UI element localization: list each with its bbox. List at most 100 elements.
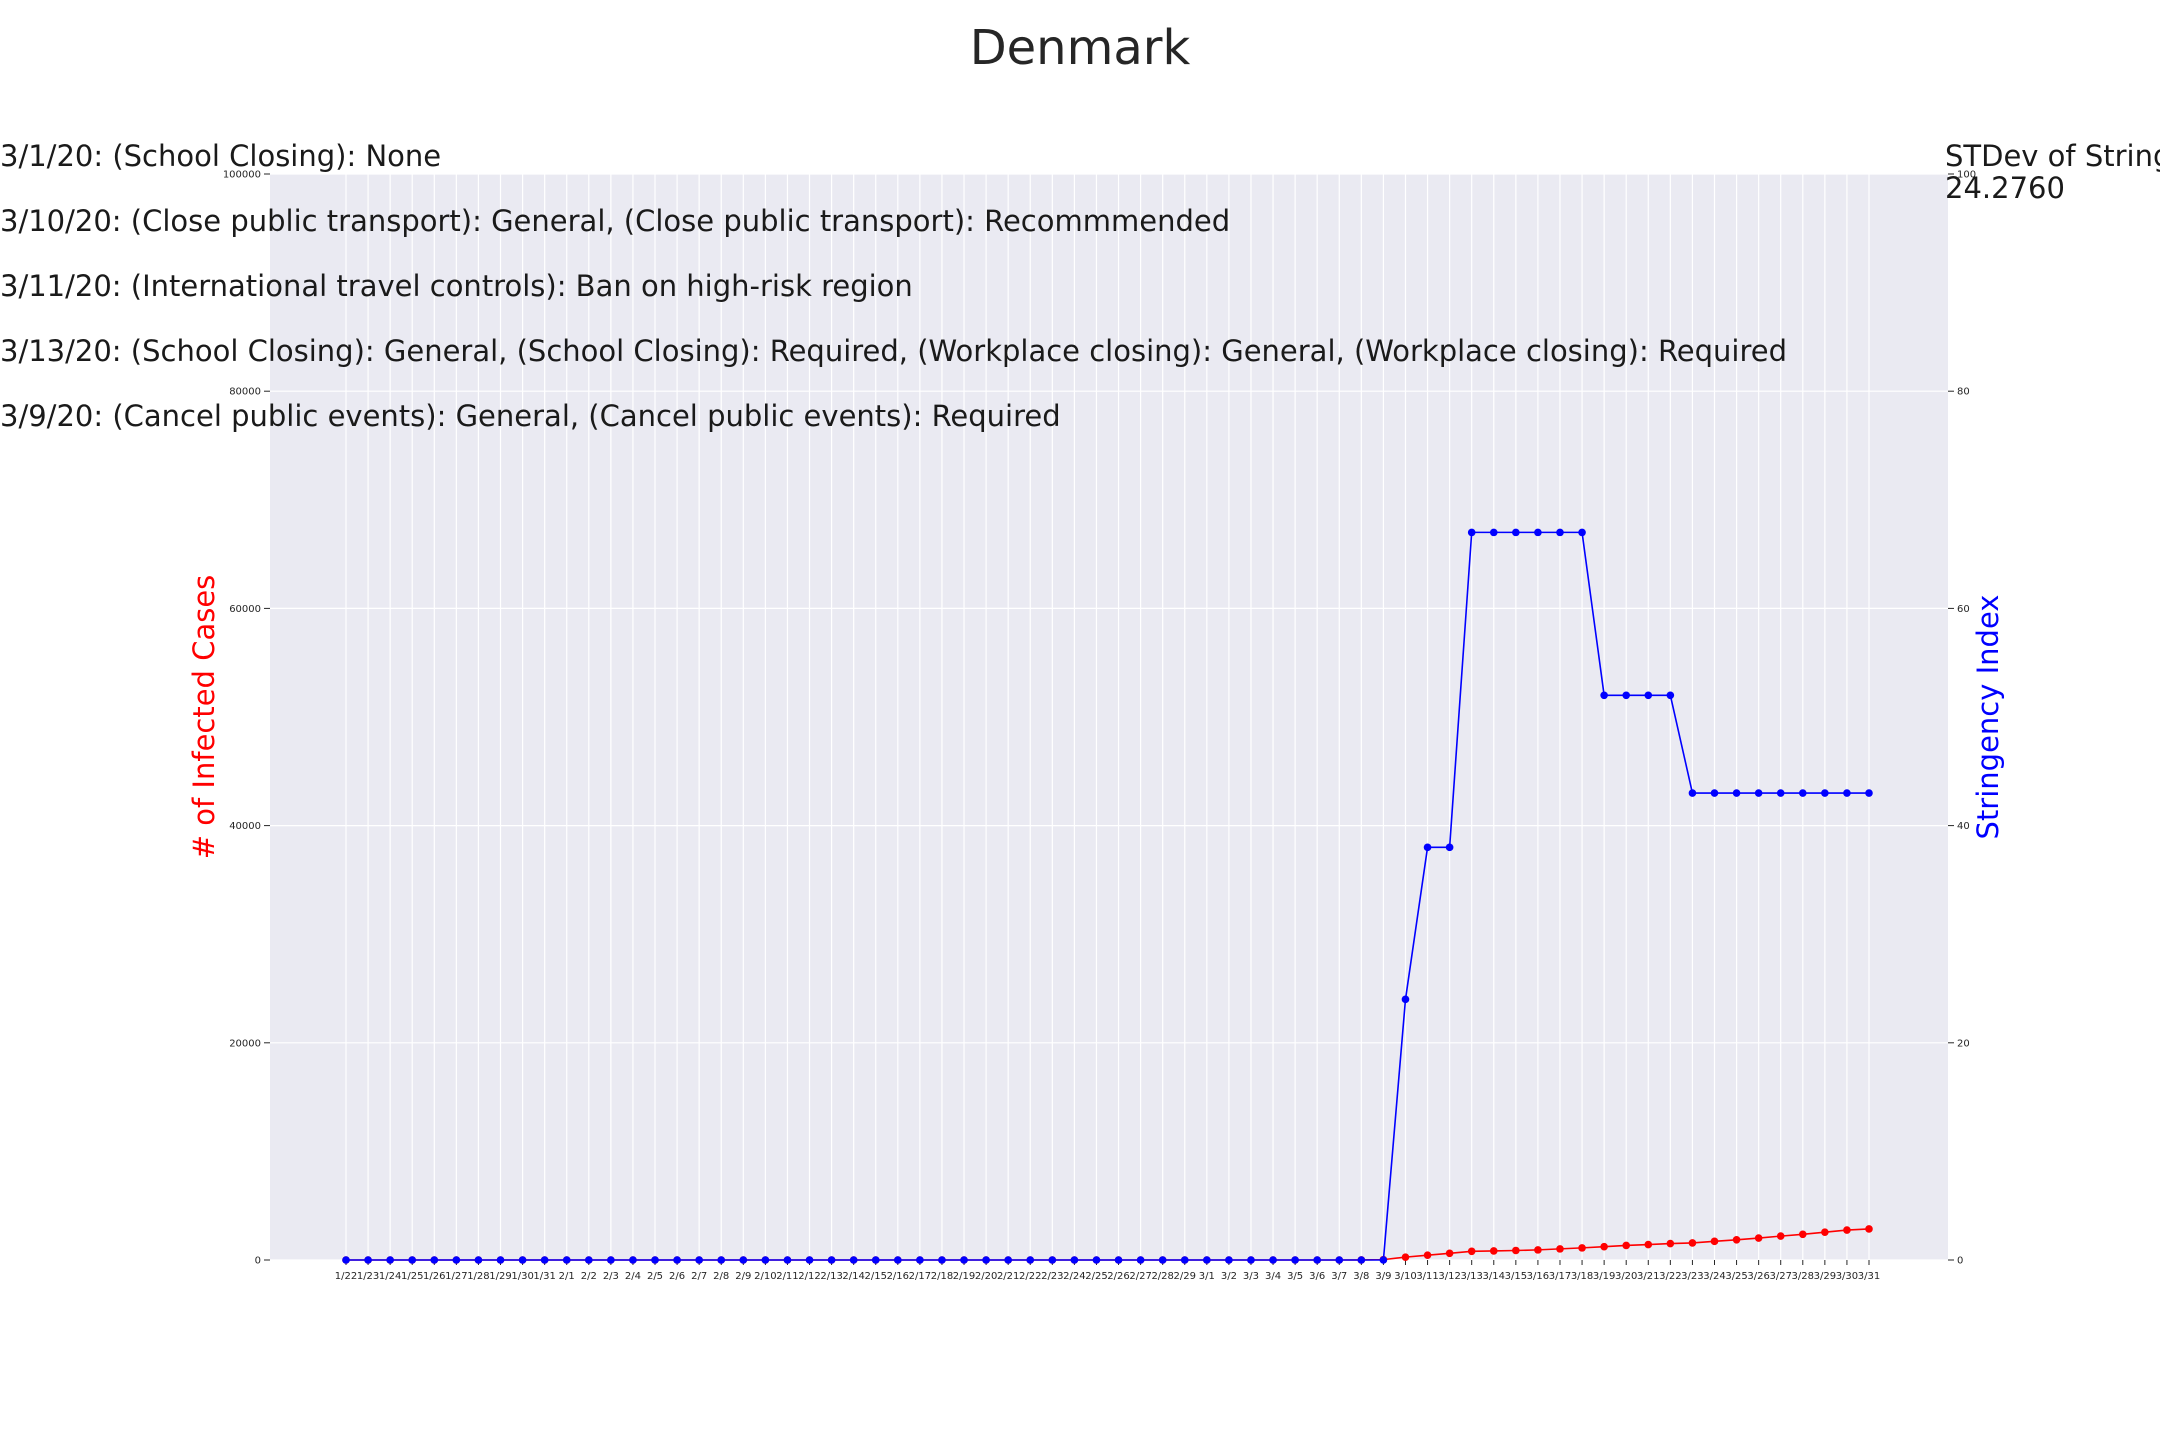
data-point — [1622, 1241, 1631, 1250]
x-tick-label: 3/31 — [1858, 1271, 1880, 1282]
data-point — [1710, 789, 1719, 797]
data-point — [1754, 1234, 1763, 1242]
grid — [270, 173, 1948, 1261]
x-tick-label: 3/21 — [1637, 1271, 1659, 1282]
data-point — [364, 1256, 372, 1264]
data-point — [1379, 1256, 1388, 1264]
x-tick-label: 2/26 — [1107, 1271, 1129, 1282]
data-point — [452, 1256, 461, 1264]
x-tick-label: 3/14 — [1483, 1271, 1505, 1282]
data-point — [1048, 1256, 1057, 1264]
right-tick-label: 80 — [1957, 387, 1970, 398]
x-tick-label: 3/20 — [1615, 1271, 1637, 1282]
x-tick-label: 3/28 — [1792, 1271, 1814, 1282]
x-tick-label: 3/17 — [1549, 1271, 1571, 1282]
data-point — [408, 1256, 417, 1264]
x-tick-label: 3/27 — [1769, 1271, 1791, 1282]
data-point — [1710, 1237, 1719, 1246]
x-tick-label: 2/11 — [776, 1271, 798, 1282]
data-point — [1445, 843, 1454, 852]
x-tick-label: 2/15 — [865, 1271, 887, 1282]
data-point — [739, 1256, 748, 1264]
x-tick-label: 3/23 — [1681, 1271, 1703, 1282]
x-tick-label: 3/12 — [1438, 1271, 1460, 1282]
left-tick-label: 100000 — [223, 170, 261, 181]
right-y-axis: 0 20 40 60 80 100 — [1948, 170, 1976, 1267]
left-tick-label: 80000 — [229, 387, 261, 398]
right-tick-label: 40 — [1957, 821, 1970, 832]
x-tick-label: 1/31 — [533, 1271, 555, 1282]
x-tick-label: 2/14 — [842, 1271, 864, 1282]
data-point — [871, 1256, 880, 1264]
data-point — [1776, 789, 1785, 797]
x-tick-label: 3/6 — [1309, 1271, 1325, 1282]
x-tick-label: 3/10 — [1394, 1271, 1416, 1282]
x-tick-label: 2/17 — [909, 1271, 931, 1282]
data-point — [960, 1256, 968, 1264]
data-point — [1754, 789, 1763, 797]
right-y-axis-label: Stringency Index — [1971, 595, 2005, 840]
data-point — [1843, 789, 1851, 797]
data-point — [1732, 1235, 1741, 1244]
policy-annotation: 3/9/20: (Cancel public events): General,… — [0, 399, 1061, 433]
x-tick-label: 2/21 — [997, 1271, 1019, 1282]
data-point — [386, 1256, 394, 1264]
data-point — [1622, 691, 1631, 700]
data-point — [1423, 843, 1432, 852]
data-point — [1004, 1256, 1012, 1264]
data-point — [1732, 789, 1741, 797]
x-tick-label: 2/28 — [1151, 1271, 1173, 1282]
data-point — [1423, 1251, 1432, 1259]
x-tick-label: 2/19 — [953, 1271, 975, 1282]
data-point — [1225, 1256, 1233, 1264]
left-tick-label: 20000 — [229, 1038, 261, 1049]
data-point — [651, 1256, 659, 1264]
x-tick-label: 1/26 — [423, 1271, 445, 1282]
series-line-stringency-index — [346, 531, 1869, 1261]
x-tick-label: 3/24 — [1703, 1271, 1725, 1282]
x-tick-label: 1/22 — [335, 1271, 357, 1282]
data-point — [1534, 1246, 1542, 1254]
x-tick-label: 3/29 — [1814, 1271, 1836, 1282]
data-point — [1843, 1226, 1851, 1234]
x-tick-label: 2/1 — [559, 1271, 575, 1282]
data-point — [695, 1256, 703, 1264]
data-point — [1865, 1225, 1873, 1233]
data-point — [717, 1256, 726, 1264]
x-tick-label: 3/1 — [1199, 1271, 1215, 1282]
data-point — [673, 1256, 681, 1264]
data-point — [1600, 691, 1608, 700]
data-point — [982, 1256, 990, 1264]
data-point — [1445, 1249, 1454, 1258]
x-tick-label: 3/8 — [1353, 1271, 1369, 1282]
x-tick-label: 3/22 — [1659, 1271, 1681, 1282]
data-point — [430, 1256, 439, 1264]
data-point — [783, 1256, 792, 1264]
stdev-value: 24.2760 — [1945, 171, 2065, 205]
data-point — [474, 1256, 483, 1264]
data-point — [1489, 1247, 1498, 1255]
right-tick-label: 60 — [1957, 604, 1970, 615]
data-point — [1865, 789, 1873, 797]
data-point — [1114, 1256, 1123, 1264]
data-point — [562, 1256, 571, 1264]
data-point — [1401, 995, 1410, 1004]
data-point — [1247, 1256, 1255, 1264]
x-tick-label: 2/29 — [1174, 1271, 1196, 1282]
data-point — [1489, 528, 1498, 537]
data-point — [1512, 528, 1520, 537]
data-point — [1644, 1240, 1653, 1249]
x-tick-label: 2/5 — [647, 1271, 663, 1282]
data-point — [1666, 1239, 1675, 1248]
x-tick-label: 3/3 — [1243, 1271, 1259, 1282]
x-tick-label: 2/16 — [887, 1271, 909, 1282]
x-tick-label: 2/9 — [735, 1271, 751, 1282]
x-tick-label: 2/23 — [1041, 1271, 1063, 1282]
x-tick-label: 1/27 — [445, 1271, 467, 1282]
data-point — [629, 1256, 637, 1264]
data-point — [1512, 1246, 1520, 1255]
chart-title: Denmark — [970, 20, 1191, 76]
x-tick-label: 2/6 — [669, 1271, 685, 1282]
data-point — [496, 1256, 505, 1264]
left-y-axis: 0 20000 40000 60000 80000 100000 — [223, 170, 270, 1267]
